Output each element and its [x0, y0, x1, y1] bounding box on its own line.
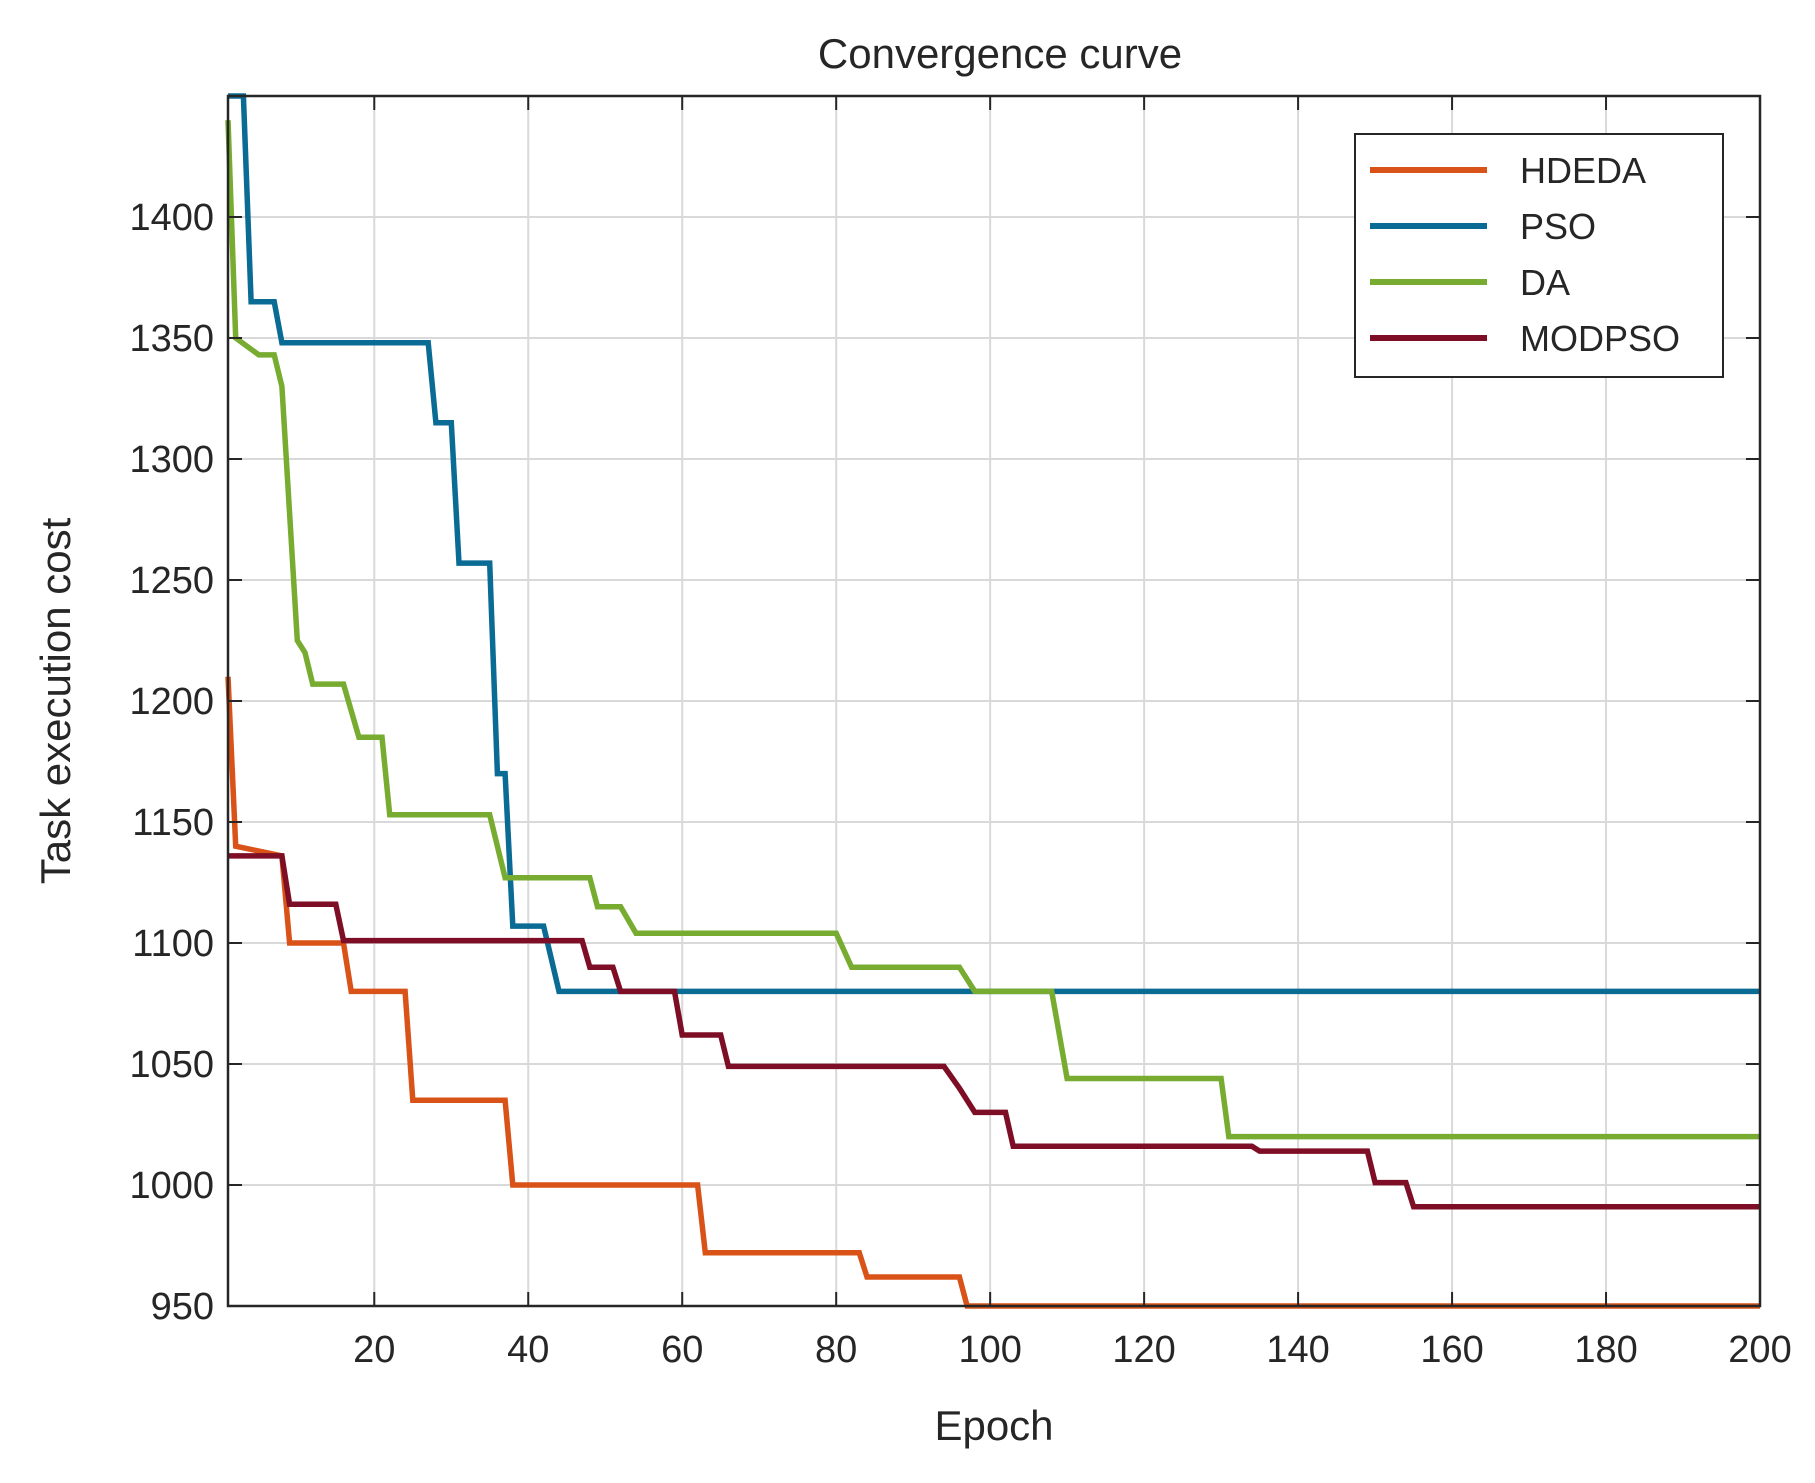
- series-layer: [225, 93, 1760, 1309]
- x-tick-label: 100: [958, 1329, 1021, 1371]
- y-tick-label: 1000: [129, 1165, 214, 1207]
- y-tick-label: 1300: [129, 439, 214, 481]
- series-line-pso: [228, 93, 1760, 995]
- x-axis-label: Epoch: [934, 1402, 1053, 1449]
- x-tick-label: 60: [661, 1329, 703, 1371]
- x-tick-label: 200: [1728, 1329, 1791, 1371]
- x-tick-label: 180: [1574, 1329, 1637, 1371]
- y-tick-label: 1200: [129, 681, 214, 723]
- y-tick-label: 1150: [132, 802, 214, 844]
- legend-label-da: DA: [1520, 262, 1570, 303]
- legend-label-pso: PSO: [1520, 206, 1596, 247]
- x-tick-label: 120: [1112, 1329, 1175, 1371]
- y-axis-label: Task execution cost: [32, 517, 79, 884]
- legend-label-modpso: MODPSO: [1520, 318, 1680, 359]
- y-tick-label: 1350: [129, 318, 214, 360]
- x-tick-label: 160: [1420, 1329, 1483, 1371]
- series-line-modpso: [228, 853, 1760, 1210]
- y-tick-label: 1250: [129, 560, 214, 602]
- ticks: 20 40 60 80 100 120 140 160 180 200 950 1000 1050 110…: [129, 96, 1792, 1371]
- chart-title: Convergence curve: [818, 30, 1182, 77]
- x-tick-label: 80: [815, 1329, 857, 1371]
- y-tick-label: 1050: [129, 1044, 214, 1086]
- x-tick-label: 20: [353, 1329, 395, 1371]
- x-tick-label: 40: [507, 1329, 549, 1371]
- x-tick-label: 140: [1266, 1329, 1329, 1371]
- y-tick-label: 950: [151, 1286, 214, 1328]
- y-tick-label: 1400: [129, 197, 214, 239]
- series-line-hdeda: [225, 676, 1760, 1309]
- series-line-da: [225, 120, 1760, 1140]
- legend-label-hdeda: HDEDA: [1520, 150, 1646, 191]
- y-tick-label: 1100: [132, 923, 214, 965]
- legend: HDEDA PSO DA MODPSO: [1354, 133, 1724, 378]
